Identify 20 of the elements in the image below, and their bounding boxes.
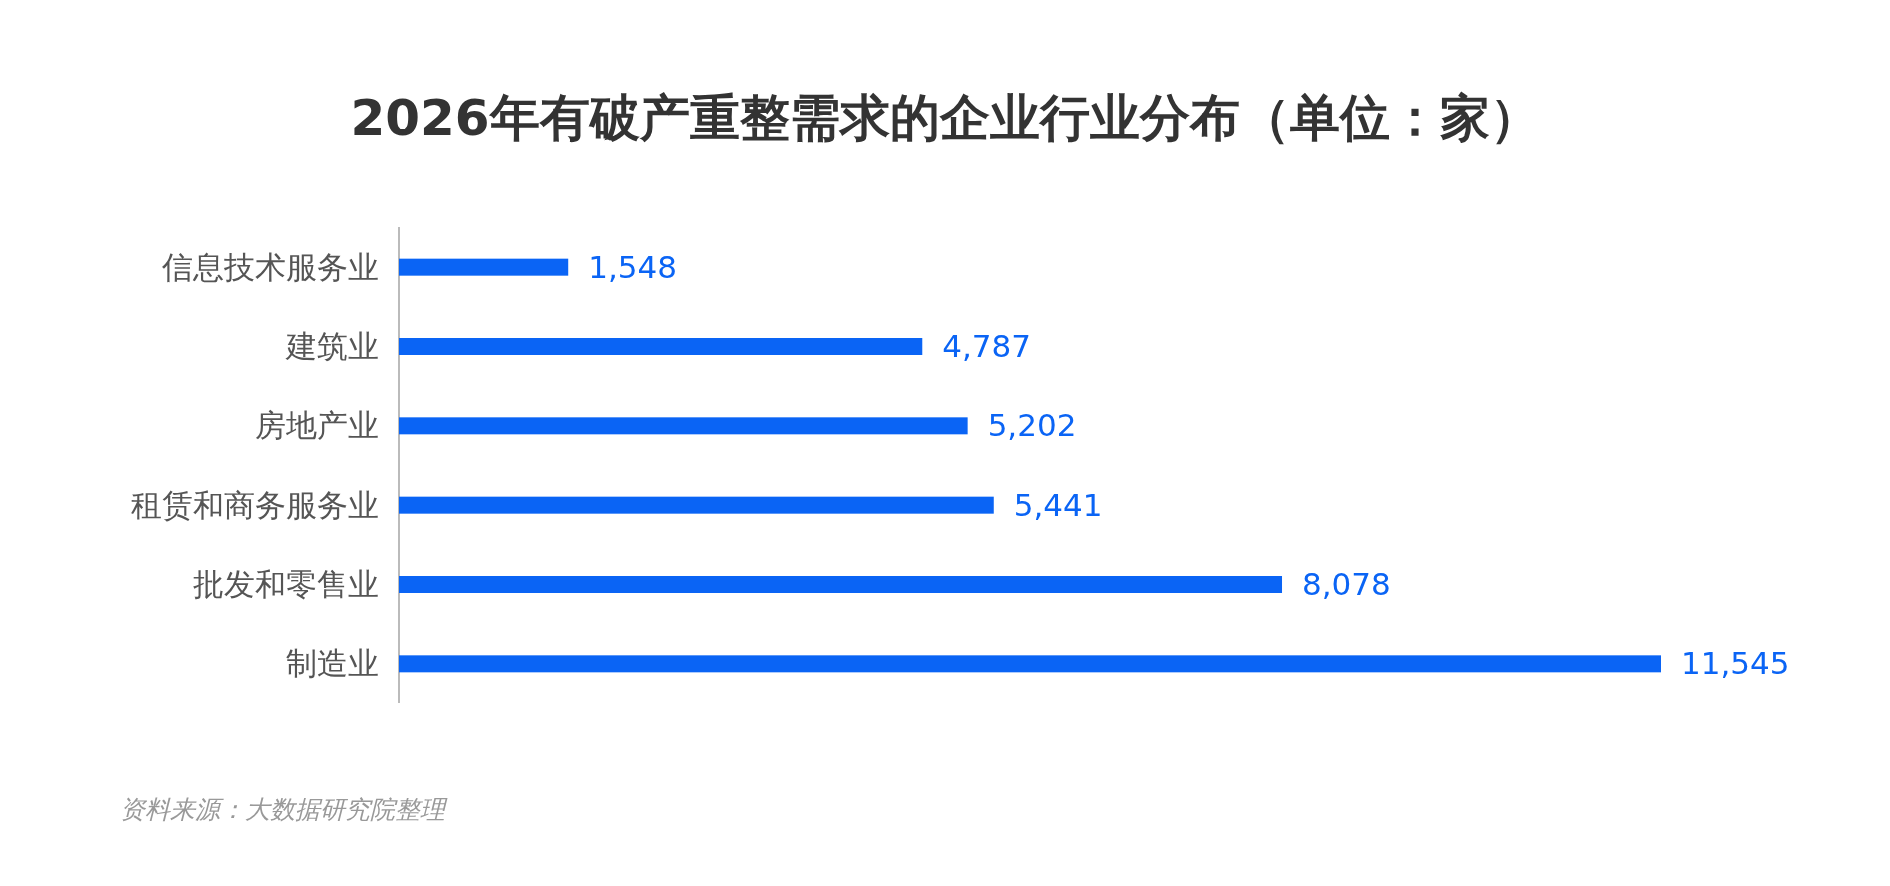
y-tick-label: 制造业 <box>286 645 379 682</box>
y-tick-label: 建筑业 <box>285 328 379 364</box>
bar <box>399 576 1283 593</box>
bar <box>399 496 994 514</box>
data-label: 8,078 <box>1302 566 1391 602</box>
chart-title: 2026年有破产重整需求的企业行业分布（单位：家） <box>350 89 1540 147</box>
bar <box>399 655 1661 673</box>
y-tick-label: 房地产业 <box>255 407 379 444</box>
data-label: 11,545 <box>1681 645 1790 682</box>
y-tick-label: 批发和零售业 <box>193 566 379 602</box>
data-label: 1,548 <box>588 248 677 285</box>
bar <box>399 258 569 276</box>
data-label: 5,202 <box>987 407 1077 444</box>
y-tick-label: 信息技术服务业 <box>162 248 379 285</box>
y-tick-label: 租赁和商务服务业 <box>131 486 379 523</box>
data-label: 5,441 <box>1013 486 1103 523</box>
text: 资料来源：大数据研究院整理 <box>120 795 448 824</box>
bar <box>399 338 923 355</box>
data-label: 4,787 <box>942 328 1032 364</box>
bar <box>399 417 968 435</box>
